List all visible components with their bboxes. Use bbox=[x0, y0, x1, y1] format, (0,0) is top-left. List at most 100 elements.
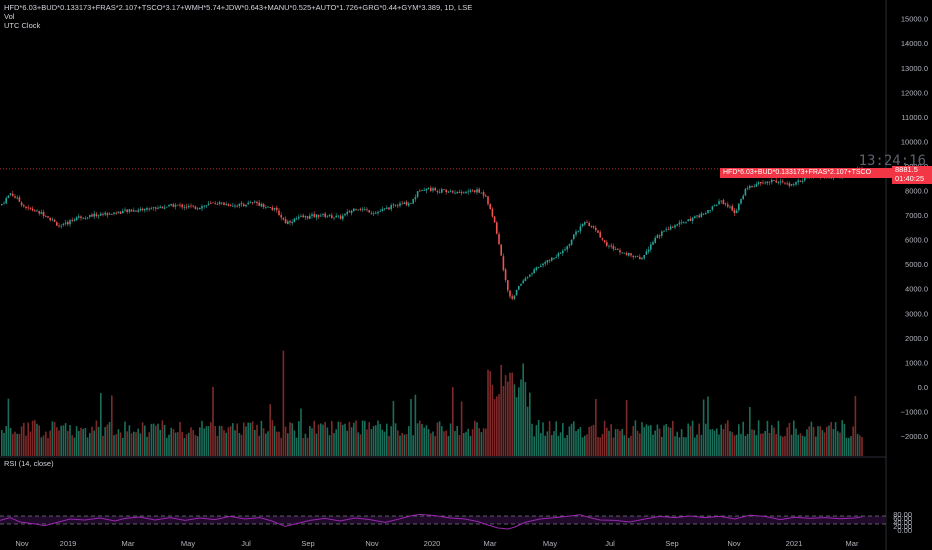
candle bbox=[194, 206, 197, 209]
candle bbox=[584, 222, 586, 225]
candle bbox=[278, 210, 280, 216]
volume-bar bbox=[469, 435, 472, 456]
candle bbox=[551, 257, 553, 261]
volume-bar bbox=[295, 437, 298, 456]
candle bbox=[423, 190, 425, 191]
volume-bar bbox=[731, 432, 733, 456]
volume-bar bbox=[232, 423, 234, 456]
candle bbox=[38, 211, 40, 214]
candle bbox=[485, 195, 487, 197]
candle bbox=[201, 206, 203, 209]
volume-bar bbox=[537, 420, 540, 456]
volume-bar bbox=[84, 428, 87, 456]
volume-bar bbox=[489, 371, 491, 456]
candle bbox=[31, 208, 34, 211]
volume-bar bbox=[328, 435, 331, 456]
candle bbox=[537, 266, 540, 268]
volume-bar bbox=[821, 430, 824, 456]
candle bbox=[716, 204, 718, 206]
volume-bar bbox=[148, 432, 150, 456]
volume-bar bbox=[350, 427, 353, 456]
volume-bar bbox=[639, 433, 641, 456]
volume-bar bbox=[452, 387, 454, 456]
candle bbox=[410, 203, 412, 204]
volume-bar bbox=[511, 372, 513, 456]
volume-bar bbox=[97, 426, 100, 456]
volume-bar bbox=[278, 431, 280, 456]
volume-bar bbox=[240, 434, 243, 456]
candle bbox=[163, 207, 166, 209]
candle bbox=[100, 213, 102, 216]
price-axis-tick: 8000.0 bbox=[905, 187, 928, 196]
candle bbox=[146, 207, 148, 210]
candle bbox=[557, 253, 560, 257]
price-axis-tick: 12000.0 bbox=[901, 88, 928, 97]
candle bbox=[500, 244, 502, 256]
volume-bar bbox=[337, 421, 340, 456]
volume-bar bbox=[630, 435, 632, 456]
volume-bar bbox=[157, 423, 159, 456]
volume-bar bbox=[454, 431, 456, 456]
candle bbox=[262, 204, 265, 208]
candle bbox=[641, 257, 643, 260]
volume-bar bbox=[75, 426, 78, 456]
volume-bar bbox=[636, 430, 639, 456]
candle bbox=[487, 196, 489, 205]
candle bbox=[722, 200, 725, 205]
volume-bar bbox=[427, 429, 430, 456]
candle bbox=[141, 208, 144, 211]
volume-bar bbox=[577, 428, 579, 456]
volume-bar bbox=[170, 427, 172, 456]
volume-bar bbox=[643, 427, 645, 456]
candle bbox=[456, 192, 458, 194]
candle bbox=[566, 246, 568, 250]
candle bbox=[133, 210, 135, 212]
volume-bar bbox=[828, 425, 830, 456]
candle bbox=[291, 221, 293, 224]
volume-legend: Vol bbox=[4, 12, 15, 21]
volume-bar bbox=[623, 435, 626, 456]
volume-bar bbox=[183, 437, 186, 456]
candle bbox=[564, 249, 566, 251]
volume-bar bbox=[757, 420, 760, 456]
volume-bar bbox=[287, 433, 289, 456]
candle bbox=[762, 182, 764, 184]
candle bbox=[443, 189, 445, 191]
volume-bar bbox=[430, 433, 432, 456]
candle bbox=[401, 203, 403, 205]
volume-bar bbox=[313, 420, 315, 456]
price-axis-tick: 2000.0 bbox=[905, 334, 928, 343]
volume-bar bbox=[848, 437, 850, 456]
candle bbox=[225, 203, 227, 205]
candle bbox=[680, 222, 683, 224]
candle bbox=[368, 210, 370, 213]
volume-bar bbox=[612, 437, 615, 456]
volume-bar bbox=[201, 420, 203, 456]
candle bbox=[372, 213, 375, 215]
candle bbox=[300, 216, 302, 217]
candle bbox=[724, 203, 727, 205]
volume-bar bbox=[837, 431, 839, 456]
volume-bar bbox=[276, 431, 278, 456]
candle bbox=[234, 205, 236, 207]
volume-bar bbox=[205, 426, 208, 456]
volume-bar bbox=[856, 433, 859, 456]
candle bbox=[370, 212, 373, 214]
volume-bar bbox=[507, 381, 509, 456]
volume-bar bbox=[218, 425, 221, 456]
candle bbox=[102, 213, 104, 215]
candle bbox=[595, 227, 597, 231]
candle bbox=[522, 280, 524, 284]
volume-bar bbox=[249, 422, 252, 456]
candle bbox=[58, 225, 60, 227]
volume-bar bbox=[733, 435, 736, 456]
candle bbox=[779, 181, 782, 183]
candle bbox=[311, 214, 313, 216]
volume-bar bbox=[31, 420, 34, 456]
candle bbox=[317, 215, 320, 217]
rsi-band bbox=[0, 516, 886, 524]
volume-bar bbox=[124, 421, 126, 456]
volume-bar bbox=[784, 435, 786, 456]
volume-bar bbox=[399, 435, 401, 456]
